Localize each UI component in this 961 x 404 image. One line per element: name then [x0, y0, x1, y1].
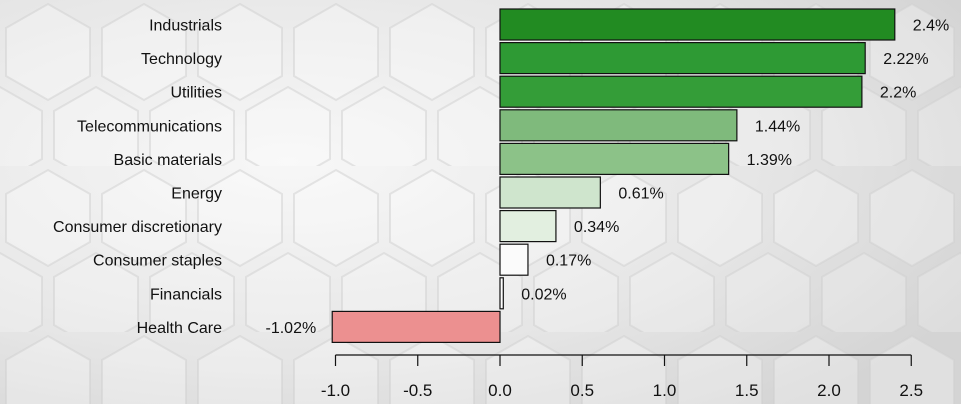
value-label: 0.02%	[521, 286, 566, 303]
x-tick-label: 1.0	[653, 381, 677, 400]
bar-energy	[499, 176, 601, 209]
value-label: 0.34%	[574, 219, 619, 236]
x-tick-label: 0.0	[488, 381, 512, 400]
category-label: Technology	[141, 51, 222, 68]
bar-technology	[499, 41, 866, 75]
bar-health-care	[331, 310, 501, 343]
bar-financials	[499, 277, 504, 310]
x-tick-label: -0.5	[403, 381, 432, 400]
category-label: Utilities	[170, 85, 222, 102]
category-label: Energy	[171, 186, 222, 203]
category-label: Telecommunications	[77, 118, 222, 135]
bar-industrials	[499, 8, 896, 41]
category-label: Consumer staples	[93, 253, 222, 270]
value-label: 2.2%	[880, 85, 916, 102]
category-label: Health Care	[137, 320, 222, 337]
value-label: -1.02%	[266, 320, 317, 337]
x-tick-label: 0.5	[570, 381, 594, 400]
value-label: 1.39%	[747, 152, 792, 169]
x-tick-label: -1.0	[321, 381, 350, 400]
bar-consumer-discretionary	[499, 210, 557, 243]
x-tick-label: 2.5	[899, 381, 923, 400]
x-tick-label: 1.5	[735, 381, 759, 400]
bars-layer	[331, 8, 896, 343]
x-tick-label: 2.0	[817, 381, 841, 400]
category-label: Basic materials	[114, 152, 222, 169]
category-label: Consumer discretionary	[53, 219, 222, 236]
bar-basic-materials	[499, 142, 730, 175]
x-axis: -1.0 -0.5 0.0 0.5 1.0 1.5 2.0 2.5	[321, 354, 923, 400]
value-label: 2.22%	[883, 51, 928, 68]
value-label: 2.4%	[913, 18, 949, 35]
value-label: 0.17%	[546, 253, 591, 270]
value-label: 1.44%	[755, 118, 800, 135]
category-label: Industrials	[149, 18, 222, 35]
bar-utilities	[499, 75, 863, 108]
bar-consumer-staples	[499, 243, 529, 276]
value-label: 0.61%	[618, 186, 663, 203]
labels-layer: Industrials 2.4% Technology 2.22% Utilities 2…	[53, 18, 949, 337]
category-label: Financials	[150, 286, 222, 303]
bar-telecommunications	[499, 109, 738, 142]
